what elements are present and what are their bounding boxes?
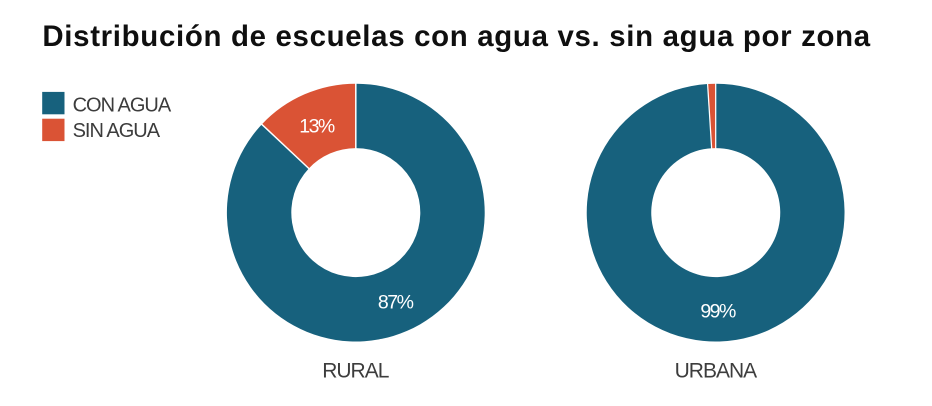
- svg-text:99%: 99%: [700, 300, 736, 322]
- svg-text:Distribución de escuelas con a: Distribución de escuelas con agua vs. si…: [42, 20, 870, 53]
- svg-text:URBANA: URBANA: [675, 360, 758, 383]
- svg-text:RURAL: RURAL: [322, 360, 389, 383]
- svg-text:SIN AGUA: SIN AGUA: [73, 120, 161, 142]
- svg-text:13%: 13%: [299, 115, 335, 137]
- svg-text:87%: 87%: [378, 292, 414, 314]
- svg-text:CON AGUA: CON AGUA: [73, 94, 172, 116]
